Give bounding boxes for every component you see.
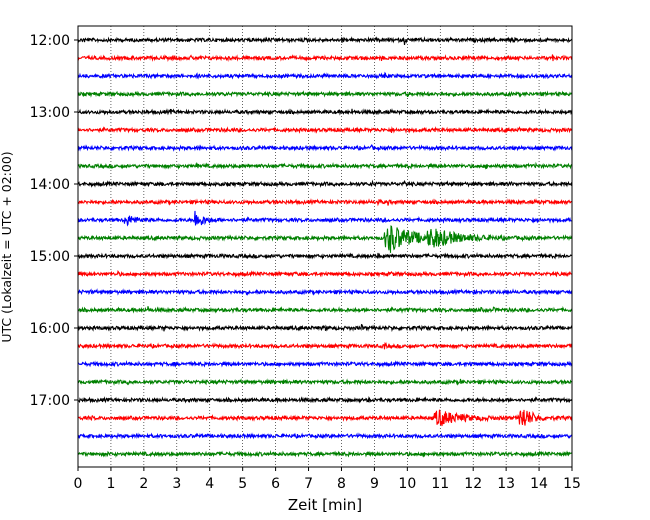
x-tick-label: 6 bbox=[271, 476, 280, 492]
y-tick-label: 14:00 bbox=[30, 177, 70, 193]
x-tick-label: 5 bbox=[238, 476, 247, 492]
trace-row-1215 bbox=[77, 54, 573, 63]
trace-row-1430 bbox=[77, 210, 573, 227]
x-tick-label: 12 bbox=[464, 476, 482, 492]
trace-row-1230 bbox=[77, 71, 573, 80]
trace-row-1330 bbox=[77, 144, 573, 152]
trace-row-1745 bbox=[77, 450, 573, 458]
trace-row-1345 bbox=[77, 161, 573, 171]
x-tick-label: 8 bbox=[337, 476, 346, 492]
y-tick-label: 13:00 bbox=[30, 105, 70, 121]
seismogram-traces bbox=[77, 36, 573, 458]
y-tick-label: 16:00 bbox=[30, 321, 70, 337]
trace-row-1500 bbox=[77, 252, 573, 260]
trace-row-1730 bbox=[77, 432, 573, 440]
x-tick-label: 15 bbox=[563, 476, 581, 492]
x-tick-label: 10 bbox=[398, 476, 416, 492]
trace-row-1545 bbox=[77, 306, 573, 314]
trace-row-1445 bbox=[77, 225, 573, 253]
trace-row-1400 bbox=[77, 179, 573, 188]
x-tick-label: 3 bbox=[172, 476, 181, 492]
trace-row-1700 bbox=[77, 396, 573, 404]
x-tick-label: 2 bbox=[139, 476, 148, 492]
trace-row-1315 bbox=[77, 126, 573, 134]
trace-row-1630 bbox=[77, 360, 573, 368]
x-axis-label: Zeit [min] bbox=[288, 496, 362, 514]
y-axis-ticks: 12:00 13:00 14:00 15:00 16:00 17:00 bbox=[30, 33, 78, 409]
trace-row-1715 bbox=[77, 409, 573, 427]
trace-row-1300 bbox=[77, 108, 573, 116]
trace-row-1200 bbox=[77, 36, 573, 46]
x-axis-ticks: 0 1 2 3 4 5 6 7 8 9 10 11 12 13 14 15 bbox=[74, 467, 581, 492]
trace-row-1245 bbox=[77, 90, 573, 98]
y-tick-label: 12:00 bbox=[30, 33, 70, 49]
x-tick-label: 4 bbox=[205, 476, 214, 492]
trace-row-1615 bbox=[77, 341, 573, 350]
trace-row-1515 bbox=[77, 270, 573, 278]
x-tick-label: 1 bbox=[106, 476, 115, 492]
x-tick-label: 13 bbox=[497, 476, 515, 492]
x-tick-label: 9 bbox=[370, 476, 379, 492]
plot-frame bbox=[77, 25, 573, 468]
trace-row-1530 bbox=[77, 288, 573, 296]
y-axis-label: UTC (Lokalzeit = UTC + 02:00) bbox=[0, 151, 14, 342]
x-tick-label: 11 bbox=[431, 476, 449, 492]
trace-row-1415 bbox=[77, 198, 573, 207]
x-tick-label: 14 bbox=[530, 476, 548, 492]
y-tick-label: 15:00 bbox=[30, 249, 70, 265]
x-tick-label: 0 bbox=[74, 476, 83, 492]
trace-row-1645 bbox=[77, 378, 573, 386]
trace-row-1600 bbox=[77, 323, 573, 333]
x-tick-label: 7 bbox=[304, 476, 313, 492]
y-tick-label: 17:00 bbox=[30, 393, 70, 409]
